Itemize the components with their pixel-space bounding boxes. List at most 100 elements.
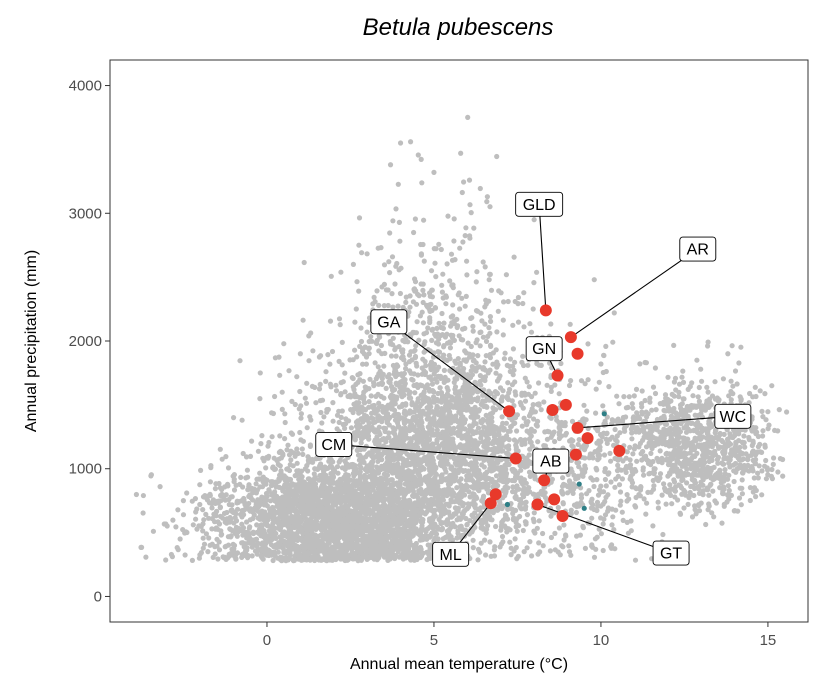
background-point xyxy=(411,382,417,389)
background-point xyxy=(323,378,329,384)
background-point xyxy=(353,306,359,312)
background-point xyxy=(377,334,383,340)
background-point xyxy=(487,367,493,373)
background-point xyxy=(429,337,435,343)
background-point xyxy=(443,403,449,409)
background-point xyxy=(388,518,394,524)
background-point xyxy=(425,413,431,420)
background-point xyxy=(254,522,260,528)
background-point xyxy=(463,293,469,299)
background-point xyxy=(432,475,438,481)
background-point xyxy=(379,418,385,424)
background-point xyxy=(268,549,274,555)
background-point xyxy=(494,364,500,370)
background-point xyxy=(392,281,398,287)
background-point xyxy=(375,485,381,491)
background-point xyxy=(515,294,522,301)
background-point xyxy=(486,388,492,394)
background-point xyxy=(293,489,299,495)
background-point xyxy=(406,530,412,536)
background-point xyxy=(341,474,347,480)
background-point xyxy=(376,554,382,560)
background-point xyxy=(450,365,456,371)
background-point xyxy=(369,543,375,549)
background-point xyxy=(351,493,357,499)
background-point xyxy=(486,397,492,403)
background-point xyxy=(268,542,274,548)
background-point xyxy=(351,387,357,393)
background-point xyxy=(490,361,496,367)
background-point xyxy=(442,534,448,541)
background-point xyxy=(315,513,321,519)
background-point xyxy=(284,447,290,453)
background-point xyxy=(302,549,308,555)
background-point xyxy=(246,538,252,544)
background-point xyxy=(253,481,259,487)
background-point xyxy=(448,323,454,329)
background-point xyxy=(439,406,445,412)
background-point xyxy=(189,557,195,564)
background-point xyxy=(432,507,438,513)
background-point xyxy=(269,532,275,538)
background-point xyxy=(446,352,452,359)
background-point xyxy=(451,238,457,244)
background-point xyxy=(281,341,287,347)
background-point xyxy=(346,489,352,495)
background-point xyxy=(365,506,371,512)
background-point xyxy=(483,338,490,344)
background-point xyxy=(374,288,380,294)
background-point xyxy=(412,353,419,360)
background-point xyxy=(349,518,355,524)
background-point xyxy=(470,423,476,429)
background-point xyxy=(235,506,241,512)
background-point xyxy=(148,473,154,479)
background-point xyxy=(402,530,408,536)
background-point xyxy=(420,519,426,525)
background-point xyxy=(482,321,488,327)
background-point xyxy=(415,439,421,445)
background-point xyxy=(459,295,465,301)
background-point xyxy=(478,329,484,335)
background-point xyxy=(386,259,392,265)
background-point xyxy=(280,531,286,537)
background-point xyxy=(269,481,275,487)
background-point xyxy=(291,500,297,506)
background-point xyxy=(340,519,346,525)
background-point xyxy=(397,442,403,448)
background-point xyxy=(390,362,396,369)
background-point xyxy=(192,496,198,502)
background-point xyxy=(361,474,367,480)
background-point xyxy=(194,506,200,512)
background-point xyxy=(190,522,196,528)
background-point xyxy=(423,509,430,515)
background-point xyxy=(477,549,483,555)
background-point xyxy=(255,448,261,454)
background-point xyxy=(408,460,414,467)
background-point xyxy=(527,539,533,545)
background-point xyxy=(213,510,219,516)
background-point xyxy=(321,533,327,539)
background-point xyxy=(339,339,345,345)
background-point xyxy=(521,290,527,296)
background-point xyxy=(368,334,374,340)
background-point xyxy=(454,517,460,523)
background-point xyxy=(249,438,255,444)
background-point xyxy=(401,418,407,424)
background-point xyxy=(307,544,314,551)
background-point xyxy=(354,279,360,285)
background-point xyxy=(304,521,310,527)
background-point xyxy=(512,420,518,426)
background-point xyxy=(359,250,365,256)
background-point xyxy=(408,557,414,563)
background-point xyxy=(344,545,350,551)
background-point xyxy=(354,354,360,360)
background-point xyxy=(380,513,387,520)
background-point xyxy=(219,456,225,462)
background-point xyxy=(276,506,282,512)
background-point xyxy=(419,420,425,426)
background-point xyxy=(371,402,377,409)
background-point xyxy=(428,462,434,468)
background-point xyxy=(465,340,471,346)
background-point xyxy=(455,292,461,298)
background-point xyxy=(456,409,462,415)
